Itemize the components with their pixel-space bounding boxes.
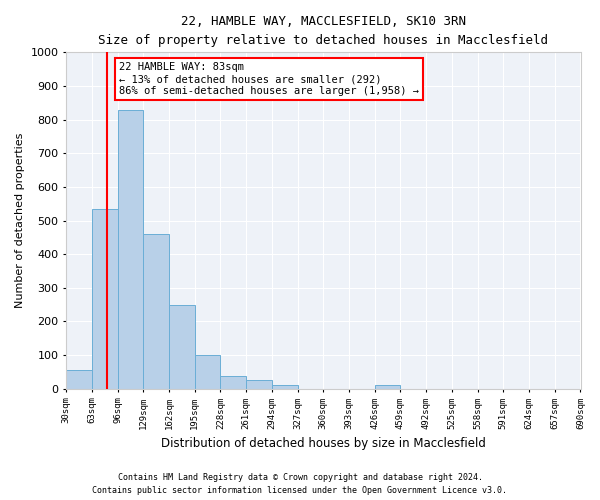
Bar <box>220 376 246 389</box>
Bar <box>246 380 272 389</box>
Bar <box>66 370 92 389</box>
Text: Contains HM Land Registry data © Crown copyright and database right 2024.
Contai: Contains HM Land Registry data © Crown c… <box>92 474 508 495</box>
Bar <box>143 234 169 389</box>
Text: 22 HAMBLE WAY: 83sqm
← 13% of detached houses are smaller (292)
86% of semi-deta: 22 HAMBLE WAY: 83sqm ← 13% of detached h… <box>119 62 419 96</box>
Y-axis label: Number of detached properties: Number of detached properties <box>15 133 25 308</box>
X-axis label: Distribution of detached houses by size in Macclesfield: Distribution of detached houses by size … <box>161 437 486 450</box>
Bar <box>272 386 298 389</box>
Bar <box>375 386 400 389</box>
Bar <box>169 306 195 389</box>
Bar <box>92 209 118 389</box>
Title: 22, HAMBLE WAY, MACCLESFIELD, SK10 3RN
Size of property relative to detached hou: 22, HAMBLE WAY, MACCLESFIELD, SK10 3RN S… <box>98 15 548 47</box>
Bar <box>195 355 220 389</box>
Bar <box>118 110 143 389</box>
